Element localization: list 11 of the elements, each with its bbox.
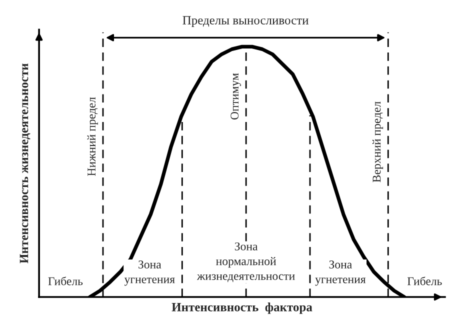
annotation: Зона угнетения bbox=[315, 260, 366, 286]
annotation: Зона угнетения bbox=[124, 260, 175, 286]
annotation: Оптимум bbox=[230, 73, 241, 120]
annotation: Гибель bbox=[407, 276, 442, 286]
text: Пределы выносливости bbox=[182, 16, 308, 27]
x-axis-title: Интенсивность фактора bbox=[172, 302, 312, 314]
annotation: Нижний предел bbox=[87, 97, 98, 176]
annotation: Гибель bbox=[48, 276, 83, 286]
y-axis-title: Интенсивность жизнедеятельности bbox=[20, 63, 30, 264]
annotation: Верхний предел bbox=[372, 102, 384, 182]
annotation: Зона нормальной жизнедеятельности bbox=[196, 242, 295, 282]
